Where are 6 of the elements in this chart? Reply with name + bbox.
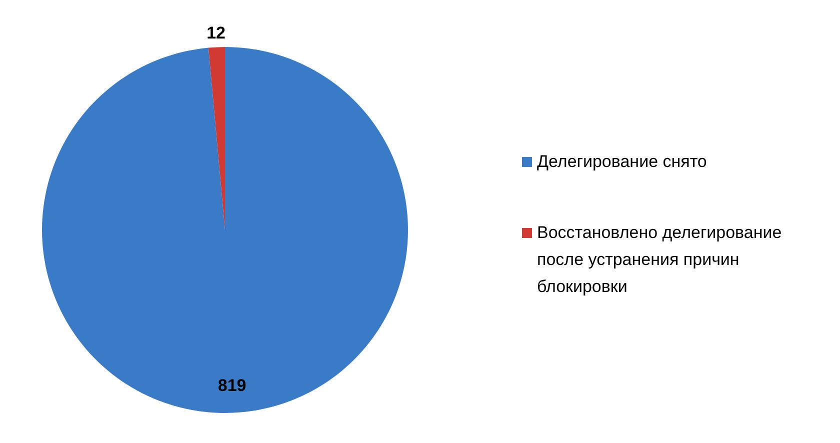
data-label: 12 — [206, 24, 226, 43]
data-label: 819 — [218, 376, 246, 395]
legend-label: Делегирование снято — [537, 151, 707, 173]
pie-slice — [208, 47, 225, 230]
pie-slice — [42, 47, 408, 413]
legend-label: Восстановлено делегирование после устранения причин блокировки — [537, 222, 783, 298]
